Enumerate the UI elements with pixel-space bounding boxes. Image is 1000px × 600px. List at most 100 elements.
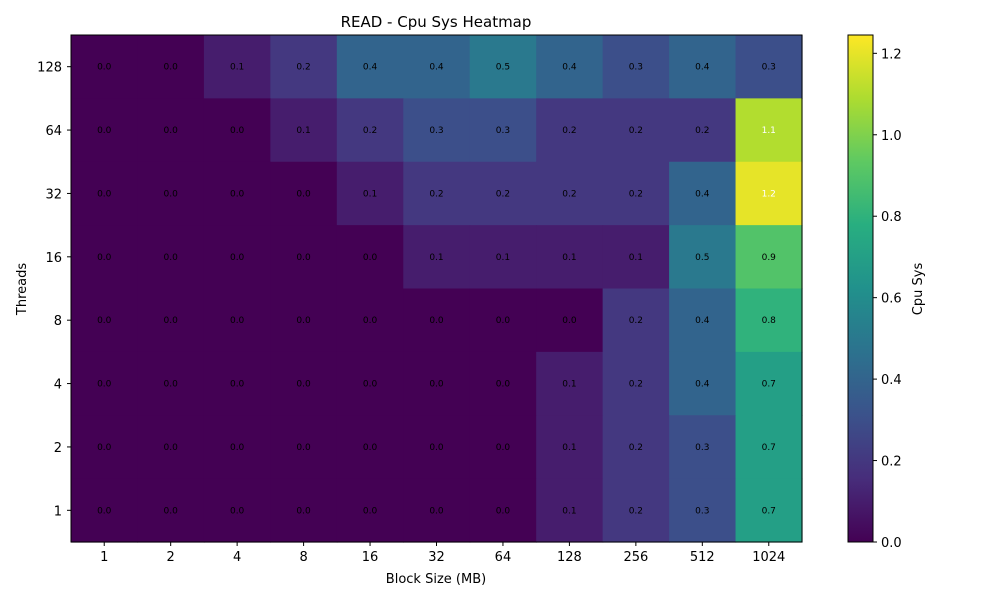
heatmap-cell (270, 98, 338, 163)
heatmap-cell (137, 415, 205, 480)
cell-value-label: 0.3 (695, 443, 709, 453)
chart-title: READ - Cpu Sys Heatmap (341, 13, 532, 31)
cell-value-label: 0.0 (230, 443, 245, 453)
heatmap-cell (602, 225, 670, 290)
cell-value-label: 0.3 (429, 126, 443, 136)
cell-value-label: 0.0 (429, 380, 444, 390)
y-tick-label: 1 (54, 504, 62, 519)
heatmap-cell (203, 98, 271, 163)
heatmap-cell (336, 415, 404, 480)
heatmap-cell (336, 351, 404, 416)
x-axis-label: Block Size (MB) (386, 572, 486, 587)
heatmap-cell (669, 415, 737, 480)
heatmap-cell (735, 415, 803, 480)
x-tick-label: 128 (557, 550, 582, 565)
heatmap-cell (203, 35, 271, 99)
heatmap-cell (536, 415, 604, 480)
heatmap-cell (669, 225, 737, 290)
heatmap-cell (137, 98, 205, 163)
cell-value-label: 0.2 (629, 316, 643, 326)
cell-value-label: 0.1 (562, 380, 576, 390)
heatmap-cell (469, 35, 537, 99)
heatmap-cell (735, 35, 803, 99)
cell-value-label: 0.4 (562, 63, 577, 73)
cell-value-label: 0.2 (629, 189, 643, 199)
heatmap-cell (469, 415, 537, 480)
cell-value-label: 0.0 (363, 506, 378, 516)
heatmap-cell (536, 225, 604, 290)
cell-value-label: 0.0 (363, 443, 378, 453)
cell-value-label: 0.4 (695, 63, 710, 73)
x-axis-ticks: 1 2 4 8 16 32 64 128 256 512 1024 (100, 542, 785, 565)
cell-value-label: 0.0 (429, 316, 444, 326)
cell-value-label: 0.3 (762, 63, 776, 73)
heatmap-cell (137, 225, 205, 290)
cell-value-label: 0.0 (296, 506, 311, 516)
heatmap-cell (469, 288, 537, 353)
heatmap-cell (71, 98, 139, 163)
heatmap-cell (602, 478, 670, 543)
cell-value-label: 0.2 (296, 63, 310, 73)
heatmap-cell (669, 478, 737, 543)
cell-value-label: 0.0 (496, 316, 511, 326)
cell-value-label: 0.0 (363, 253, 378, 263)
heatmap-cell (270, 288, 338, 353)
colorbar (847, 34, 874, 543)
cell-value-label: 0.7 (762, 506, 776, 516)
cell-value-label: 0.3 (695, 506, 709, 516)
heatmap-cell (137, 288, 205, 353)
cell-value-label: 0.0 (97, 63, 112, 73)
cell-value-label: 0.0 (496, 506, 511, 516)
x-tick-label: 256 (623, 550, 648, 565)
cell-value-label: 0.0 (97, 380, 112, 390)
heatmap-cell (735, 351, 803, 416)
cell-value-label: 0.1 (562, 253, 576, 263)
heatmap-cells (71, 35, 803, 543)
heatmap-cell (735, 288, 803, 353)
cell-value-label: 0.0 (496, 380, 511, 390)
heatmap-cell (270, 478, 338, 543)
heatmap-cell (71, 35, 139, 99)
colorbar-tick-label: 1.2 (881, 47, 902, 62)
y-tick-label: 4 (54, 378, 62, 393)
x-tick-label: 512 (690, 550, 715, 565)
heatmap-cell (536, 161, 604, 226)
cell-value-label: 0.1 (562, 506, 576, 516)
heatmap-cell (137, 161, 205, 226)
heatmap-cell (403, 288, 471, 353)
cell-value-label: 0.0 (230, 506, 245, 516)
cell-value-label: 0.7 (762, 443, 776, 453)
cell-value-label: 0.4 (695, 380, 710, 390)
x-tick-label: 32 (428, 550, 445, 565)
cell-value-label: 0.4 (695, 316, 710, 326)
colorbar-tick-label: 0.0 (881, 536, 902, 551)
cell-value-label: 0.7 (762, 380, 776, 390)
y-tick-label: 32 (45, 187, 62, 202)
cell-value-label: 0.0 (496, 443, 511, 453)
heatmap-cell (336, 288, 404, 353)
colorbar-tick-label: 0.2 (881, 455, 902, 470)
cell-value-label: 0.1 (429, 253, 443, 263)
x-tick-label: 16 (362, 550, 379, 565)
heatmap-cell (203, 351, 271, 416)
heatmap-cell (669, 35, 737, 99)
cell-value-label: 0.1 (296, 126, 310, 136)
heatmap-cell (336, 161, 404, 226)
cell-value-label: 0.0 (230, 316, 245, 326)
heatmap-cell (336, 98, 404, 163)
heatmap-cell (602, 415, 670, 480)
heatmap-cell (71, 225, 139, 290)
cell-value-label: 0.2 (496, 189, 510, 199)
heatmap-cell (403, 478, 471, 543)
colorbar-tick-label: 0.8 (881, 210, 902, 225)
heatmap-cell (403, 161, 471, 226)
cell-value-label: 0.2 (429, 189, 443, 199)
cell-value-label: 0.0 (164, 380, 179, 390)
cell-value-label: 0.0 (230, 380, 245, 390)
y-axis-ticks: 128 64 32 16 8 4 2 1 (37, 61, 71, 519)
cell-value-label: 0.0 (97, 126, 112, 136)
y-axis-label: Threads (15, 263, 30, 316)
heatmap-cell (71, 161, 139, 226)
heatmap-cell (203, 415, 271, 480)
heatmap-cell (735, 98, 803, 163)
